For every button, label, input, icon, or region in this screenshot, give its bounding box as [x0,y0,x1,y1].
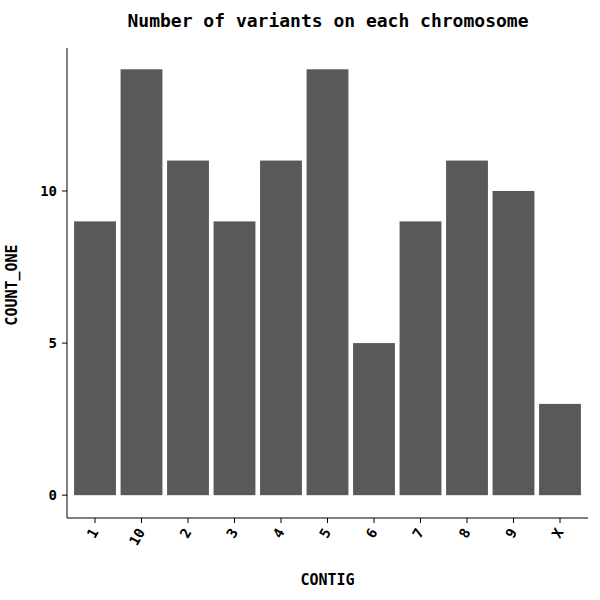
x-tick [188,518,189,523]
x-tick [374,518,375,523]
x-tick [95,518,96,523]
x-tick [141,518,142,523]
y-tick [62,343,67,344]
x-tick-label: 1 [84,526,102,541]
x-tick [560,518,561,523]
x-tick-label: 3 [223,526,241,541]
bar [400,221,442,495]
title: Number of variants on each chromosome [128,10,529,31]
bar [493,191,535,495]
x-tick-label: 7 [409,526,427,541]
bar [214,221,256,495]
x-tick-label: 10 [126,526,148,549]
y-axis-label: COUNT_ONE [3,244,21,325]
bar [260,161,302,496]
x-tick-label: 5 [316,526,334,541]
x-tick [513,518,514,523]
x-tick-label: 8 [456,526,474,541]
y-axis [67,48,68,518]
x-tick [234,518,235,523]
y-tick-label: 10 [40,183,57,199]
x-tick [327,518,328,523]
bar [74,221,116,495]
bar [353,343,395,495]
y-tick-label: 5 [49,335,57,351]
x-tick-label: X [549,525,567,541]
y-tick [62,495,67,496]
bar [446,161,488,496]
bar [539,404,581,495]
x-tick [467,518,468,523]
y-tick-label: 0 [49,487,57,503]
x-axis-label: CONTIG [300,571,354,589]
chart: Number of variants on each chromosome 0 5 1… [0,0,600,600]
y-tick [62,190,67,191]
x-tick-label: 9 [502,526,520,541]
x-tick [281,518,282,523]
bar [307,69,349,495]
x-tick-label: 6 [363,526,381,541]
x-tick [420,518,421,523]
x-tick-label: 4 [270,526,288,541]
bar [121,69,163,495]
x-tick-label: 2 [177,526,195,541]
bar [167,161,209,496]
